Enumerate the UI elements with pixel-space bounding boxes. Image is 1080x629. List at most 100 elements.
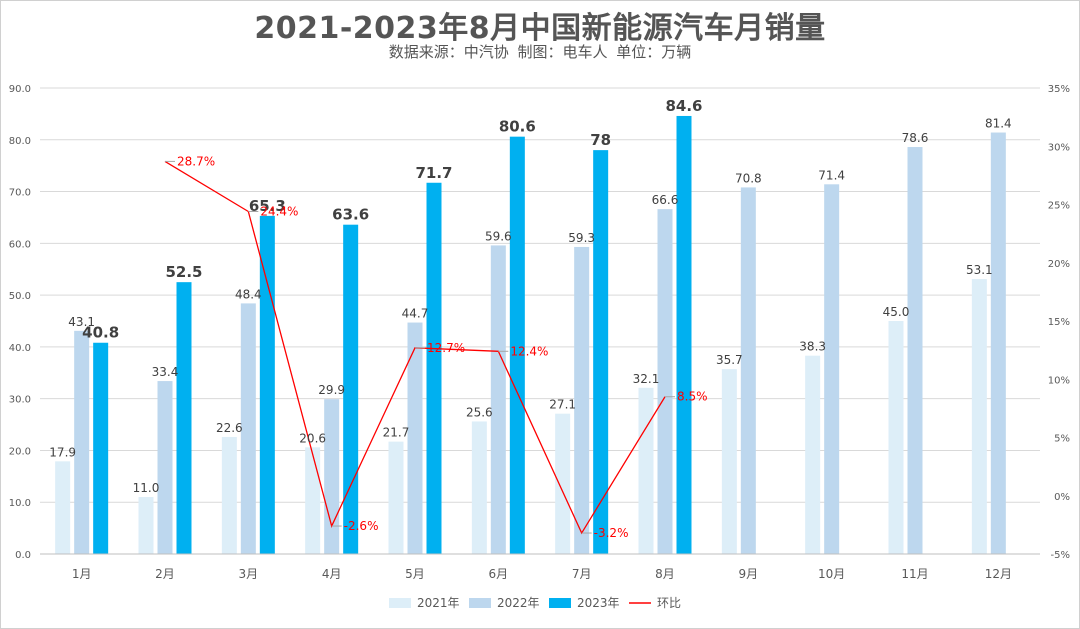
bar-2021年 bbox=[305, 447, 321, 554]
bar-label-2023年: 52.5 bbox=[165, 263, 202, 281]
line-label: 28.7% bbox=[177, 154, 215, 168]
y-left-tick-label: 10.0 bbox=[9, 498, 31, 509]
bar-label-2023年: 80.6 bbox=[499, 118, 536, 136]
bar-2022年 bbox=[240, 303, 256, 554]
bar-label-2021年: 38.3 bbox=[799, 340, 826, 354]
line-label: 24.4% bbox=[260, 204, 298, 218]
x-tick-label: 6月 bbox=[489, 567, 509, 581]
bar-label-2023年: 78 bbox=[590, 131, 611, 149]
bar-label-2022年: 71.4 bbox=[818, 168, 845, 182]
bar-2022年 bbox=[657, 209, 673, 554]
bar-label-2023年: 65.3 bbox=[249, 197, 286, 215]
bar-2021年 bbox=[721, 369, 737, 554]
bar-2021年 bbox=[221, 436, 237, 554]
x-tick-label: 7月 bbox=[572, 567, 592, 581]
legend-swatch bbox=[469, 598, 491, 608]
bars bbox=[55, 115, 1006, 555]
x-tick-label: 1月 bbox=[72, 567, 92, 581]
gridlines bbox=[40, 87, 1040, 555]
y-left-tick-label: 90.0 bbox=[9, 84, 31, 95]
legend-swatch bbox=[549, 598, 571, 608]
y-right-tick-label: -5% bbox=[1051, 550, 1070, 561]
bar-2021年 bbox=[138, 497, 154, 554]
bar-2021年 bbox=[638, 387, 654, 554]
bar-2022年 bbox=[74, 330, 90, 554]
bar-2021年 bbox=[388, 441, 404, 554]
bar-2023年 bbox=[176, 282, 192, 554]
bar-2022年 bbox=[324, 399, 340, 554]
x-tick-label: 3月 bbox=[239, 567, 259, 581]
x-tick-label: 11月 bbox=[901, 567, 928, 581]
bar-2022年 bbox=[740, 187, 756, 554]
bar-label-2021年: 32.1 bbox=[633, 372, 660, 386]
bar-2021年 bbox=[971, 279, 987, 554]
bar-label-2021年: 53.1 bbox=[966, 263, 993, 277]
x-tick-label: 2月 bbox=[155, 567, 175, 581]
bar-2022年 bbox=[824, 184, 840, 554]
bar-label-2021年: 11.0 bbox=[133, 481, 160, 495]
bar-2022年 bbox=[490, 245, 506, 554]
x-tick-label: 5月 bbox=[405, 567, 425, 581]
bar-label-2022年: 29.9 bbox=[318, 383, 345, 397]
y-left-tick-label: 40.0 bbox=[9, 343, 31, 354]
bar-label-2022年: 78.6 bbox=[902, 131, 929, 145]
bar-2023年 bbox=[343, 224, 359, 554]
data-labels: 17.9 11.0 22.6 20.6 21.7 25.6 27.1 32.1 35.7 38.3… bbox=[49, 97, 1011, 540]
bar-label-2023年: 40.8 bbox=[82, 324, 119, 342]
bar-label-2022年: 44.7 bbox=[402, 307, 429, 321]
bar-label-2021年: 21.7 bbox=[383, 426, 410, 440]
bar-label-2021年: 22.6 bbox=[216, 421, 243, 435]
bar-2023年 bbox=[593, 150, 609, 554]
bar-2023年 bbox=[509, 136, 525, 554]
x-tick-label: 9月 bbox=[739, 567, 759, 581]
bar-label-2021年: 45.0 bbox=[883, 305, 910, 319]
bar-label-2023年: 84.6 bbox=[665, 97, 702, 115]
bar-label-2022年: 81.4 bbox=[985, 117, 1012, 131]
bar-2021年 bbox=[55, 461, 71, 554]
axes: 0.0 10.0 20.0 30.0 40.0 50.0 60.0 70.0 80.0 90.0 -… bbox=[9, 84, 1070, 581]
line-label: 12.7% bbox=[427, 341, 465, 355]
bar-label-2021年: 17.9 bbox=[49, 445, 76, 459]
x-tick-label: 4月 bbox=[322, 567, 342, 581]
y-right-tick-label: 0% bbox=[1054, 492, 1070, 503]
y-left-tick-label: 60.0 bbox=[9, 239, 31, 250]
bar-2023年 bbox=[259, 215, 275, 554]
bar-label-2022年: 59.3 bbox=[568, 231, 595, 245]
legend-swatch bbox=[389, 598, 411, 608]
y-right-tick-label: 15% bbox=[1048, 317, 1070, 328]
legend: 2021年 2022年 2023年 环比 bbox=[389, 596, 681, 610]
chart-subtitle: 数据来源：中汽协 制图：电车人 单位：万辆 bbox=[388, 43, 692, 61]
bar-label-2022年: 66.6 bbox=[652, 193, 679, 207]
y-left-tick-label: 70.0 bbox=[9, 188, 31, 199]
bar-label-2022年: 70.8 bbox=[735, 171, 762, 185]
bar-2022年 bbox=[574, 246, 590, 555]
bar-2021年 bbox=[888, 321, 904, 554]
bar-label-2022年: 59.6 bbox=[485, 229, 512, 243]
legend-label: 2023年 bbox=[577, 596, 620, 610]
chart-title: 2021-2023年8月中国新能源汽车月销量 bbox=[254, 11, 826, 46]
y-left-tick-label: 50.0 bbox=[9, 291, 31, 302]
bar-label-2022年: 33.4 bbox=[152, 365, 179, 379]
bar-label-2021年: 35.7 bbox=[716, 353, 743, 367]
y-right-tick-label: 5% bbox=[1054, 434, 1070, 445]
x-tick-label: 12月 bbox=[985, 567, 1012, 581]
bar-2023年 bbox=[676, 115, 692, 555]
bar-2022年 bbox=[157, 381, 173, 554]
bar-2022年 bbox=[407, 322, 423, 554]
line-label: -3.2% bbox=[594, 526, 629, 540]
y-right-tick-label: 30% bbox=[1048, 142, 1070, 153]
y-left-tick-label: 20.0 bbox=[9, 446, 31, 457]
bar-label-2023年: 63.6 bbox=[332, 206, 369, 224]
legend-label: 2022年 bbox=[497, 596, 540, 610]
x-tick-label: 8月 bbox=[655, 567, 675, 581]
mom-line bbox=[164, 160, 675, 535]
bar-2021年 bbox=[471, 421, 487, 554]
bar-2022年 bbox=[990, 132, 1006, 555]
bar-2023年 bbox=[93, 342, 109, 554]
line-label: 8.5% bbox=[677, 390, 708, 404]
y-left-tick-label: 0.0 bbox=[15, 550, 31, 561]
y-right-tick-label: 25% bbox=[1048, 201, 1070, 212]
bar-2022年 bbox=[907, 147, 923, 554]
bar-label-2023年: 71.7 bbox=[415, 164, 452, 182]
